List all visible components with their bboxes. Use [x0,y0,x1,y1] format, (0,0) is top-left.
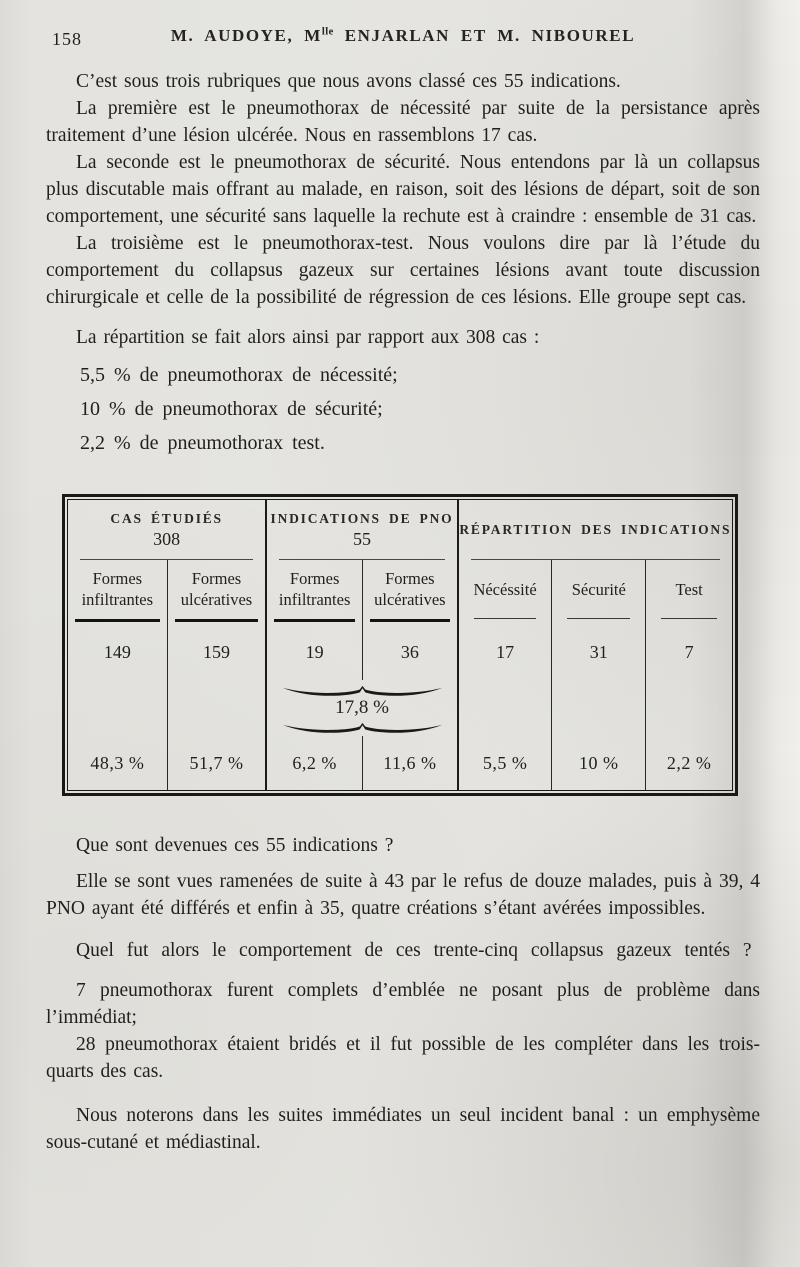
paragraph-question-comportement: Quel fut alors le comportement de ces tr… [76,940,752,961]
subheader-label: Formes infiltrantes [278,569,351,609]
running-head-part1: M. AUDOYE, M [170,26,322,45]
subheader-cell: Formes ulcératives [363,560,459,624]
group-title: CAS ÉTUDIÉS [110,510,223,526]
count-cell: 31 [552,624,647,680]
table-inner-frame: CAS ÉTUDIÉS 308 INDICATIONS DE PNO 55 RÉ… [67,499,733,791]
table-percents-row: 48,3 % 51,7 % 6,2 % 11,6 % 5,5 % 10 % 2,… [68,736,732,790]
subheader-cell: Formes infiltrantes [68,560,168,624]
brace-label: 17,8 % [335,697,389,718]
group-header-indications-pno: INDICATIONS DE PNO 55 [267,500,459,560]
count-cell: 159 [168,624,268,680]
subheader-label: Formes ulcératives [180,569,253,609]
subheader-cell: Test [646,560,732,624]
count-cell: 17 [459,624,553,680]
running-head-part2: ENJARLAN ET M. NIBOUREL [333,26,636,45]
list-item: 10 % de pneumothorax de sécurité; [80,398,383,420]
empty-cell [646,680,732,736]
brace-annotation-cell: 17,8 % [267,680,459,736]
list-item: 5,5 % de pneumothorax de nécessité; [80,364,398,386]
statistics-table: CAS ÉTUDIÉS 308 INDICATIONS DE PNO 55 RÉ… [62,494,738,796]
subheader-cell: Formes infiltrantes [267,560,363,624]
page-body: C’est sous trois rubriques que nous avon… [46,68,760,1156]
count-cell: 36 [363,624,459,680]
subheader-label: Sécurité [571,579,626,599]
count-cell: 149 [68,624,168,680]
subheader-label: Formes ulcératives [374,569,446,609]
rule [370,619,450,622]
table-brace-row: 17,8 % [68,680,732,736]
rule [80,559,254,560]
count-cell: 19 [267,624,363,680]
percent-cell: 11,6 % [363,736,459,790]
table-counts-row: 149 159 19 36 17 31 7 [68,624,732,680]
percentage-list: 5,5 % de pneumothorax de nécessité; 10 %… [46,358,760,460]
table-group-header-row: CAS ÉTUDIÉS 308 INDICATIONS DE PNO 55 RÉ… [68,500,732,560]
rule [470,559,720,560]
rule [473,618,537,619]
empty-cell [459,680,553,736]
rule [274,619,355,622]
curly-brace-icon [282,685,442,696]
percent-cell: 2,2 % [666,752,712,773]
subheader-label: Test [675,579,703,599]
paragraph-seconde: La seconde est le pneumothorax de sécuri… [46,152,760,227]
group-title: INDICATIONS DE PNO [270,510,454,526]
paragraph-repartition: La répartition se fait alors ainsi par r… [76,327,540,348]
paragraph-28-pneumothorax: 28 pneumothorax étaient bridés et il fut… [46,1034,760,1082]
percent-cell: 48,3 % [68,736,168,790]
paragraph-question-indications: Que sont devenues ces 55 indications ? [76,835,394,856]
group-total: 55 [353,528,371,549]
subheader-label: Formes infiltrantes [81,569,154,609]
subheader-cell: Nécéssité [459,560,553,624]
rule [75,619,160,622]
curly-brace-icon [282,722,442,733]
running-head-title: M. AUDOYE, Mlle ENJARLAN ET M. NIBOUREL [46,26,760,46]
running-head: 158 M. AUDOYE, Mlle ENJARLAN ET M. NIBOU… [46,26,760,52]
rule [661,618,717,619]
paragraph-7-pneumothorax: 7 pneumothorax furent complets d’emblée … [46,980,760,1028]
running-head-superscript: lle [321,26,334,38]
subheader-label: Nécéssité [473,579,537,599]
paragraph-ramenees: Elle se sont vues ramenées de suite à 43… [46,871,760,919]
rule [567,618,631,619]
empty-cell [68,680,168,736]
rule [174,619,259,622]
count-cell: 7 [684,641,694,662]
percent-cell: 51,7 % [168,736,268,790]
group-total: 308 [153,528,181,549]
group-header-repartition: RÉPARTITION DES INDICATIONS [459,500,732,560]
subheader-cell: Sécurité [552,560,647,624]
empty-cell [552,680,647,736]
percent-cell: 5,5 % [459,736,553,790]
group-title: RÉPARTITION DES INDICATIONS [459,522,732,537]
percent-cell: 6,2 % [267,736,363,790]
page-number: 158 [52,29,82,49]
paragraph-troisieme: La troisième est le pneumothorax-test. N… [46,233,760,308]
group-header-cas-etudies: CAS ÉTUDIÉS 308 [68,500,268,560]
list-item: 2,2 % de pneumothorax test. [80,432,325,454]
rule [279,559,445,560]
table-subheader-row: Formes infiltrantes Formes ulcératives F… [68,560,732,624]
subheader-cell: Formes ulcératives [168,560,268,624]
empty-cell [168,680,268,736]
paragraph-incident: Nous noterons dans les suites immédiates… [46,1105,760,1153]
paragraph-premiere: La première est le pneumothorax de néces… [46,98,760,146]
paragraph-intro: C’est sous trois rubriques que nous avon… [76,71,621,92]
percent-cell: 10 % [552,736,647,790]
